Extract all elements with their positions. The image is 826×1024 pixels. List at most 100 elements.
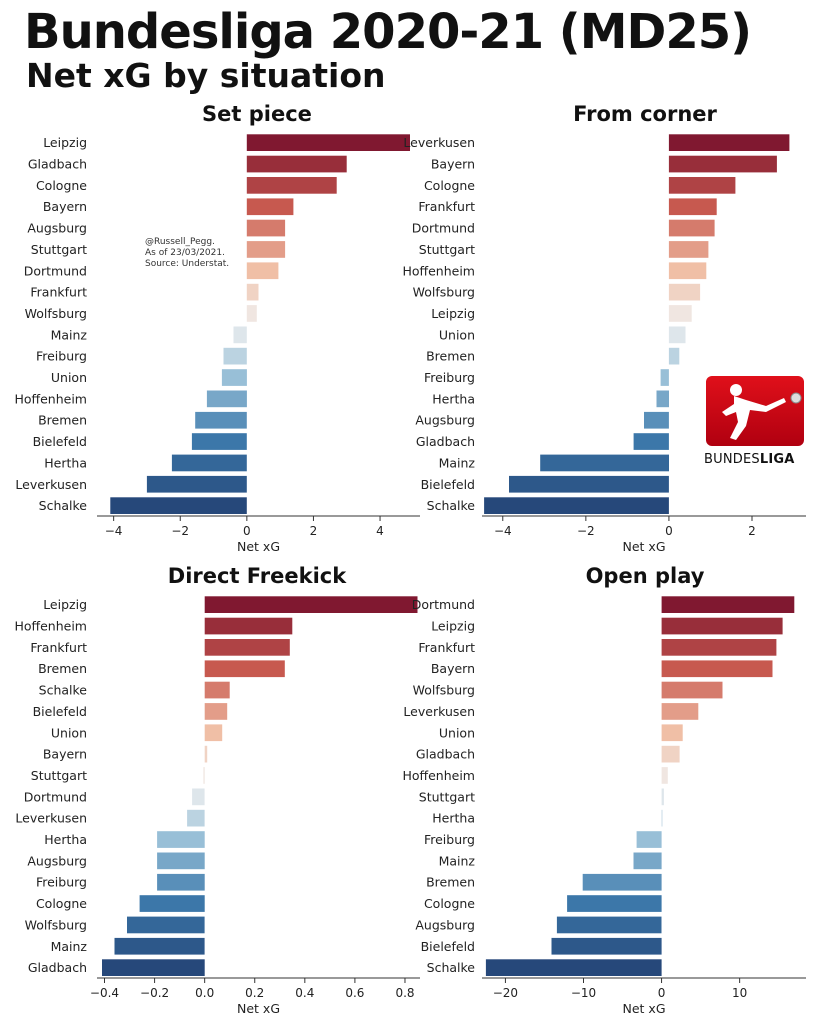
category-label: Frankfurt bbox=[30, 285, 87, 300]
bar bbox=[661, 809, 663, 827]
category-label: Bremen bbox=[38, 661, 87, 676]
x-tick-label: 10 bbox=[732, 986, 747, 1000]
bar bbox=[661, 681, 723, 699]
bar bbox=[567, 895, 662, 912]
category-label: Dortmund bbox=[412, 597, 475, 612]
category-label: Bremen bbox=[38, 413, 87, 428]
bar bbox=[551, 937, 662, 955]
bar bbox=[582, 873, 662, 891]
category-label: Hertha bbox=[44, 455, 87, 470]
bar bbox=[204, 596, 418, 613]
bar bbox=[195, 411, 247, 429]
category-label: Union bbox=[51, 370, 87, 385]
category-label: Leipzig bbox=[431, 619, 475, 634]
bar bbox=[668, 283, 701, 301]
category-label: Schalke bbox=[39, 683, 88, 698]
bar bbox=[157, 852, 205, 870]
category-label: Hertha bbox=[432, 811, 475, 826]
bar bbox=[661, 596, 795, 613]
category-label: Augsburg bbox=[27, 853, 87, 868]
x-tick-label: −0.4 bbox=[90, 986, 119, 1000]
category-label: Stuttgart bbox=[31, 242, 87, 257]
x-tick-label: −0.2 bbox=[140, 986, 169, 1000]
credit-note: @Russell_Pegg. As of 23/03/2021. Source:… bbox=[145, 237, 229, 269]
bar bbox=[233, 326, 247, 344]
chart-panel-1: Set piece Leipzig Gladbach Cologne Bayern Aug… bbox=[14, 102, 420, 554]
x-tick-label: 0.6 bbox=[345, 986, 364, 1000]
bar bbox=[509, 475, 669, 493]
category-label: Bielefeld bbox=[33, 704, 87, 719]
bar bbox=[633, 433, 669, 450]
category-label: Wolfsburg bbox=[413, 285, 475, 300]
category-label: Leipzig bbox=[43, 135, 87, 150]
x-tick-label: −10 bbox=[571, 986, 596, 1000]
bar bbox=[204, 724, 223, 742]
x-tick-label: −20 bbox=[493, 986, 518, 1000]
category-label: Gladbach bbox=[28, 960, 87, 975]
chart-panel-3: Direct Freekick Leipzig Hoffenheim Frankfur… bbox=[14, 564, 420, 1016]
bar bbox=[484, 497, 669, 514]
x-tick-label: 4 bbox=[376, 524, 384, 538]
category-label: Leverkusen bbox=[403, 135, 475, 150]
category-label: Hoffenheim bbox=[14, 391, 87, 406]
category-label: Mainz bbox=[439, 853, 476, 868]
bar bbox=[656, 390, 669, 408]
bar bbox=[636, 831, 662, 848]
category-label: Gladbach bbox=[28, 157, 87, 172]
bar bbox=[661, 703, 699, 720]
category-label: Cologne bbox=[36, 178, 87, 193]
bar bbox=[246, 134, 410, 151]
bar bbox=[668, 134, 790, 151]
chart-panel-2: From corner Leverkusen Bayern Cologne Frankf… bbox=[402, 102, 806, 554]
category-label: Stuttgart bbox=[419, 789, 475, 804]
bar bbox=[246, 305, 257, 322]
category-label: Bielefeld bbox=[33, 434, 87, 449]
category-label: Freiburg bbox=[424, 832, 475, 847]
category-label: Union bbox=[439, 725, 475, 740]
category-label: Bielefeld bbox=[421, 477, 475, 492]
category-label: Leverkusen bbox=[15, 477, 87, 492]
category-label: Augsburg bbox=[27, 221, 87, 236]
category-label: Frankfurt bbox=[30, 640, 87, 655]
subtitle: Net xG by situation bbox=[26, 56, 386, 95]
credit-line-2: As of 23/03/2021. bbox=[145, 248, 225, 258]
bar bbox=[668, 347, 680, 365]
x-tick-label: −4 bbox=[105, 524, 123, 538]
x-axis-label: Net xG bbox=[623, 1001, 666, 1016]
x-axis-label: Net xG bbox=[623, 539, 666, 554]
bar bbox=[191, 433, 247, 450]
bar bbox=[668, 177, 736, 194]
bar bbox=[668, 219, 715, 237]
category-label: Bayern bbox=[431, 661, 475, 676]
x-tick-label: 0 bbox=[243, 524, 251, 538]
player-silhouette-icon bbox=[722, 384, 802, 440]
category-label: Dortmund bbox=[24, 263, 87, 278]
panel-title: Direct Freekick bbox=[168, 564, 347, 588]
category-label: Leverkusen bbox=[403, 704, 475, 719]
x-tick-label: 2 bbox=[748, 524, 756, 538]
bar bbox=[661, 660, 773, 678]
category-label: Hertha bbox=[44, 832, 87, 847]
category-label: Gladbach bbox=[416, 434, 475, 449]
bar bbox=[192, 788, 205, 806]
category-label: Schalke bbox=[427, 498, 476, 513]
bar bbox=[146, 475, 247, 493]
bundesliga-logo-text: BUNDESLIGA bbox=[704, 452, 795, 467]
category-label: Hoffenheim bbox=[402, 768, 475, 783]
category-label: Stuttgart bbox=[31, 768, 87, 783]
category-label: Augsburg bbox=[415, 413, 475, 428]
bar bbox=[204, 617, 293, 635]
bar bbox=[668, 155, 777, 173]
category-label: Bayern bbox=[431, 157, 475, 172]
bar bbox=[661, 767, 668, 784]
bar bbox=[246, 241, 286, 258]
bar bbox=[660, 369, 669, 386]
category-label: Hoffenheim bbox=[402, 263, 475, 278]
bar bbox=[246, 219, 286, 237]
bar bbox=[187, 809, 205, 827]
bar bbox=[114, 937, 205, 955]
bundesliga-logo-emblem bbox=[706, 376, 804, 446]
category-label: Bremen bbox=[426, 875, 475, 890]
panel-title: Open play bbox=[586, 564, 705, 588]
bar bbox=[668, 305, 692, 322]
